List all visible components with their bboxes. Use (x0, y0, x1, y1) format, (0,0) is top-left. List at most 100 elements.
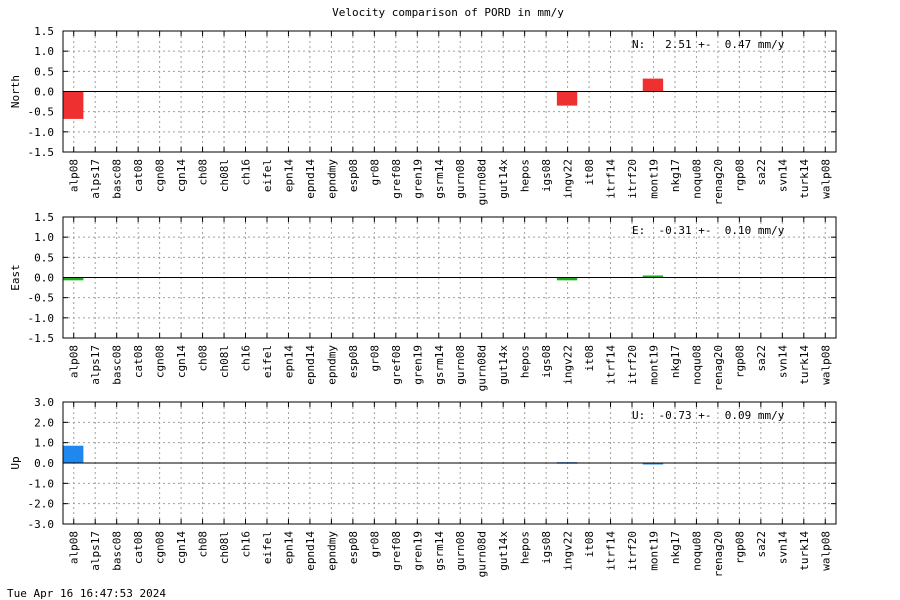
x-tick-label: gref08 (390, 159, 403, 199)
plot-frame (62, 30, 837, 153)
x-tick-label: cgn08 (154, 345, 167, 378)
x-tick-label: gurn08 (454, 345, 467, 385)
x-tick-label: gut14x (497, 531, 510, 571)
x-tick-label: itrf20 (626, 345, 639, 385)
x-tick-label: renag20 (712, 531, 725, 577)
x-tick-label: esp08 (347, 345, 360, 378)
x-tick-label: igs08 (540, 345, 553, 378)
y-tick-label: 0.5 (34, 65, 54, 78)
x-tick-label: ingv22 (562, 345, 575, 385)
x-tick-label: rgp08 (733, 159, 746, 192)
x-tick-label: gurn08 (454, 531, 467, 571)
x-tick-label: basc08 (111, 531, 124, 571)
bar-alp08 (63, 445, 84, 463)
x-tick-label: alps17 (89, 531, 102, 571)
x-tick-label: epn14 (282, 159, 295, 192)
x-tick-label: alps17 (89, 345, 102, 385)
y-tick-label: -0.5 (28, 106, 55, 119)
plot-frame (62, 216, 837, 339)
x-tick-label: gut14x (497, 159, 510, 199)
x-tick-label: walp08 (819, 159, 832, 199)
x-tick-label: eifel (261, 159, 274, 192)
x-tick-label: noqu08 (690, 159, 703, 199)
x-tick-label: mont19 (647, 531, 660, 571)
y-tick-label: -0.5 (28, 292, 55, 305)
x-tick-label: cgn14 (175, 345, 188, 378)
y-axis-label: North (9, 75, 22, 108)
x-tick-label: gren19 (411, 345, 424, 385)
velocity-annotation: N: 2.51 +- 0.47 mm/y (632, 38, 785, 51)
x-tick-label: ch16 (240, 345, 253, 372)
x-tick-label: itrf20 (626, 159, 639, 199)
y-tick-label: 0.5 (34, 251, 54, 264)
x-tick-label: gren19 (411, 159, 424, 199)
x-tick-label: hepos (519, 345, 532, 378)
x-tick-label: nkg17 (669, 159, 682, 192)
y-tick-label: -1.0 (28, 126, 55, 139)
y-tick-label: 1.5 (34, 25, 54, 38)
x-tick-label: turk14 (798, 531, 811, 571)
x-tick-label: basc08 (111, 345, 124, 385)
x-tick-label: ch08 (197, 345, 210, 372)
x-tick-label: walp08 (819, 531, 832, 571)
x-tick-label: ch16 (240, 159, 253, 186)
x-tick-label: hepos (519, 159, 532, 192)
panel-north: -1.5 -1.0 -0.5 0.0 0.5 1.0 1.5 alp08 alps17 basc0… (9, 25, 837, 205)
x-tick-label: gsrm14 (433, 345, 446, 385)
x-tick-label: noqu08 (690, 345, 703, 385)
x-tick-label: gref08 (390, 345, 403, 385)
x-tick-label: it08 (583, 345, 596, 372)
x-tick-label: it08 (583, 159, 596, 186)
x-tick-label: cgn14 (175, 159, 188, 192)
panel-east: -1.5 -1.0 -0.5 0.0 0.5 1.0 1.5 alp08 alps17 basc0… (9, 211, 837, 391)
x-tick-label: epndmy (325, 531, 338, 571)
x-tick-label: igs08 (540, 159, 553, 192)
chart-title: Velocity comparison of PORD in mm/y (332, 6, 564, 19)
x-tick-label: ingv22 (562, 159, 575, 199)
x-tick-label: cat08 (132, 345, 145, 378)
x-tick-label: nkg17 (669, 531, 682, 564)
plot-frame (62, 401, 837, 525)
x-tick-label: renag20 (712, 345, 725, 391)
y-tick-label: 0.0 (34, 457, 54, 470)
x-tick-label: ch16 (240, 531, 253, 558)
y-axis-label: East (9, 264, 22, 291)
x-tick-label: sa22 (755, 159, 768, 186)
x-tick-label: gurn08d (476, 159, 489, 205)
x-tick-label: walp08 (819, 345, 832, 385)
x-tick-label: svn14 (776, 531, 789, 564)
y-tick-label: 1.0 (34, 45, 54, 58)
y-tick-label: 0.0 (34, 272, 54, 285)
x-tick-label: rgp08 (733, 345, 746, 378)
x-tick-label: mont19 (647, 345, 660, 385)
x-tick-label: turk14 (798, 159, 811, 199)
x-tick-label: gr08 (368, 531, 381, 558)
x-tick-label: gr08 (368, 159, 381, 186)
x-tick-label: eifel (261, 531, 274, 564)
bar-ingv22 (556, 91, 578, 106)
x-tick-label: cat08 (132, 531, 145, 564)
x-tick-label: turk14 (798, 345, 811, 385)
x-tick-label: gurn08d (476, 345, 489, 391)
x-tick-label: igs08 (540, 531, 553, 564)
bar-alp08 (63, 91, 84, 119)
y-tick-label: -1.0 (28, 312, 55, 325)
x-tick-label: basc08 (111, 159, 124, 199)
y-tick-label: 1.5 (34, 211, 54, 224)
x-tick-label: ch08l (218, 531, 231, 564)
x-tick-label: cgn08 (154, 531, 167, 564)
x-tick-label: gut14x (497, 345, 510, 385)
x-tick-label: ch08 (197, 159, 210, 186)
y-tick-label: 2.0 (34, 416, 54, 429)
x-tick-label: rgp08 (733, 531, 746, 564)
y-tick-label: -3.0 (28, 518, 55, 531)
x-tick-label: ch08 (197, 531, 210, 558)
x-tick-label: gsrm14 (433, 159, 446, 199)
x-tick-label: esp08 (347, 159, 360, 192)
x-tick-label: renag20 (712, 159, 725, 205)
x-tick-label: svn14 (776, 345, 789, 378)
x-tick-label: alp08 (68, 159, 81, 192)
x-tick-label: alp08 (68, 531, 81, 564)
x-tick-label: epn14 (282, 531, 295, 564)
